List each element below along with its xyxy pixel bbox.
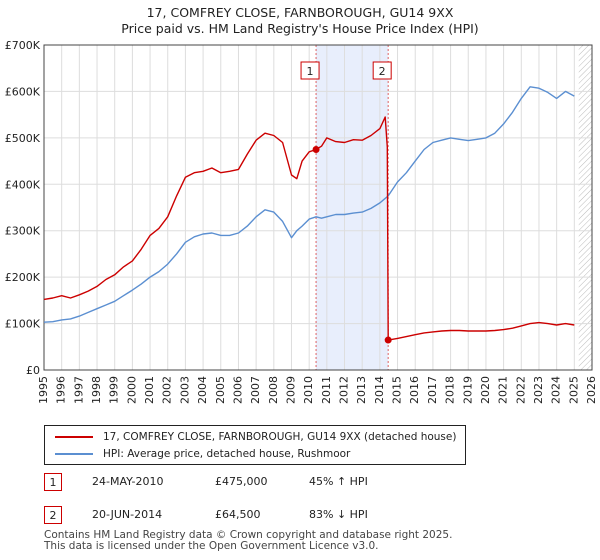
x-tick-label: 2001	[143, 376, 156, 404]
sale-label-box: 2	[372, 61, 392, 80]
sale-period-shade	[316, 45, 389, 370]
x-tick-label: 2024	[550, 376, 563, 404]
x-tick-label: 2005	[214, 376, 227, 404]
sale-point	[312, 145, 320, 153]
price-chart: 1 2 £0 £100K £200K £300K £400K £500K £600K £700K 1…	[5, 39, 598, 404]
x-tick-label: 2022	[514, 376, 527, 404]
sale-price: £475,000	[215, 475, 268, 488]
x-tick-label: 2019	[461, 376, 474, 404]
sale-label-box: 1	[300, 61, 320, 80]
x-tick-label: 2025	[567, 376, 580, 404]
x-tick-label: 1998	[90, 376, 103, 404]
x-tick-label: 1995	[37, 376, 50, 404]
x-tick-label: 2010	[302, 376, 315, 404]
forecast-hatch	[578, 45, 592, 370]
sale-hpi-diff: 45% ↑ HPI	[309, 475, 368, 488]
x-tick-label: 2018	[444, 376, 457, 404]
x-tick-label: 1996	[55, 376, 68, 404]
x-tick-label: 2026	[585, 376, 598, 404]
x-tick-label: 2013	[355, 376, 368, 404]
x-tick-label: 2004	[196, 376, 209, 404]
x-tick-label: 1997	[72, 376, 85, 404]
y-tick-label: £100K	[5, 318, 41, 331]
hpi-line	[43, 86, 575, 323]
y-tick-label: £700K	[5, 39, 41, 52]
chart-title: 17, COMFREY CLOSE, FARNBOROUGH, GU14 9XX	[146, 5, 454, 20]
x-tick-label: 2006	[231, 376, 244, 404]
x-tick-label: 2011	[320, 376, 333, 404]
x-tick-label: 2014	[373, 376, 386, 404]
x-tick-label: 2016	[408, 376, 421, 404]
footer-note: Contains HM Land Registry data © Crown c…	[44, 530, 452, 552]
chart-legend: 17, COMFREY CLOSE, FARNBOROUGH, GU14 9XX…	[44, 425, 466, 465]
x-tick-label: 2012	[338, 376, 351, 404]
sale-row: 1 24-MAY-2010 £475,000 45% ↑ HPI	[44, 473, 444, 493]
sale-date: 20-JUN-2014	[92, 508, 163, 521]
sale-badge: 2	[44, 506, 62, 524]
y-tick-label: £200K	[5, 271, 41, 284]
legend-label-hpi: HPI: Average price, detached house, Rush…	[103, 448, 351, 460]
y-tick-label: £400K	[5, 178, 41, 191]
sale-label-text: 1	[307, 65, 314, 78]
sale-label-text: 2	[379, 65, 386, 78]
sale-badge: 1	[44, 473, 62, 491]
sale-label-frame	[372, 61, 392, 80]
sale-label-frame	[300, 61, 320, 80]
x-tick-label: 2015	[391, 376, 404, 404]
chart-subtitle: Price paid vs. HM Land Registry's House …	[121, 21, 479, 36]
legend-swatch-hpi	[55, 453, 93, 455]
x-tick-label: 2021	[497, 376, 510, 404]
legend-entry-property: 17, COMFREY CLOSE, FARNBOROUGH, GU14 9XX…	[55, 429, 456, 445]
sale-point	[384, 336, 392, 344]
x-tick-label: 2000	[125, 376, 138, 404]
footer-line-1: Contains HM Land Registry data © Crown c…	[44, 529, 453, 541]
x-tick-label: 2003	[178, 376, 191, 404]
y-tick-label: £300K	[5, 225, 41, 238]
x-tick-label: 2002	[161, 376, 174, 404]
x-tick-label: 1999	[108, 376, 121, 404]
x-tick-label: 2017	[426, 376, 439, 404]
y-tick-label: £0	[26, 364, 40, 377]
sale-row: 2 20-JUN-2014 £64,500 83% ↓ HPI	[44, 506, 444, 526]
y-tick-label: £600K	[5, 85, 41, 98]
x-tick-label: 2008	[267, 376, 280, 404]
legend-entry-hpi: HPI: Average price, detached house, Rush…	[55, 446, 350, 462]
sale-price: £64,500	[215, 508, 261, 521]
plot-border	[43, 44, 593, 371]
legend-label-property: 17, COMFREY CLOSE, FARNBOROUGH, GU14 9XX…	[103, 431, 457, 443]
x-tick-label: 2020	[479, 376, 492, 404]
y-tick-label: £500K	[5, 132, 41, 145]
x-tick-label: 2007	[249, 376, 262, 404]
x-tick-label: 2009	[284, 376, 297, 404]
legend-swatch-property	[55, 436, 93, 438]
footer-line-2: This data is licensed under the Open Gov…	[44, 540, 379, 552]
x-tick-label: 2023	[532, 376, 545, 404]
sale-date: 24-MAY-2010	[92, 475, 164, 488]
sale-hpi-diff: 83% ↓ HPI	[309, 508, 368, 521]
